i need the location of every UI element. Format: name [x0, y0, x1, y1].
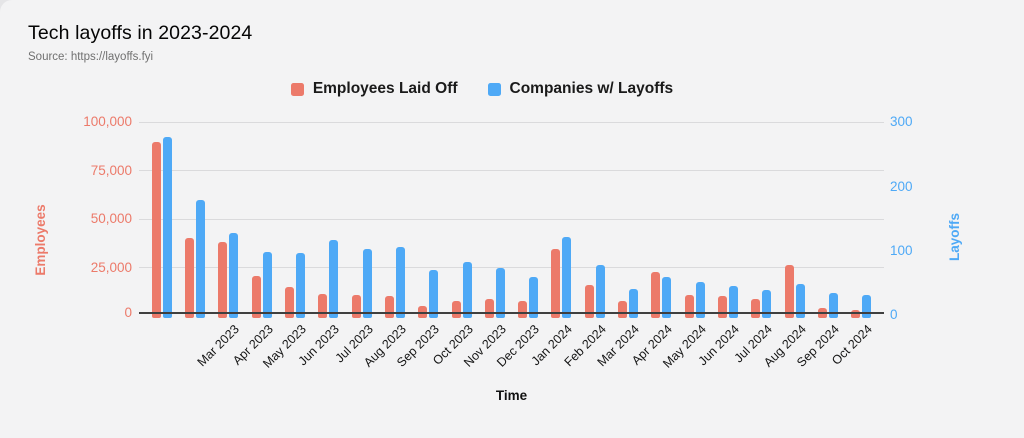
- bar-employees[interactable]: [351, 295, 361, 318]
- chart-card: Tech layoffs in 2023-2024 Source: https:…: [0, 0, 964, 403]
- bar-employees[interactable]: [151, 142, 161, 318]
- right-axis-tick-label: 100: [890, 243, 913, 259]
- bar-group: [845, 0, 878, 318]
- bar-companies[interactable]: [729, 285, 739, 318]
- bar-group: [478, 0, 511, 318]
- bar-employees[interactable]: [851, 310, 861, 318]
- bar-companies[interactable]: [695, 282, 705, 318]
- bar-employees[interactable]: [584, 285, 594, 318]
- bar-group: [578, 0, 611, 318]
- bar-group: [378, 0, 411, 318]
- chart-source: Source: https://layoffs.fyi: [28, 51, 154, 63]
- bar-group: [345, 0, 378, 318]
- bar-group: [611, 0, 644, 318]
- right-axis-tick-label: 300: [890, 114, 913, 129]
- right-axis-tick-label: 200: [890, 178, 913, 194]
- bar-group: [212, 0, 245, 318]
- bar-group: [678, 0, 711, 318]
- bar-companies[interactable]: [562, 237, 572, 318]
- bar-companies[interactable]: [462, 262, 472, 318]
- legend: Employees Laid Off Companies w/ Layoffs: [0, 80, 964, 98]
- bar-employees[interactable]: [651, 272, 661, 318]
- gridline: [139, 121, 884, 123]
- bar-companies[interactable]: [862, 294, 872, 318]
- gridline: [139, 267, 884, 268]
- bar-employees[interactable]: [784, 265, 794, 318]
- bar-group: [312, 0, 345, 318]
- bar-employees[interactable]: [284, 286, 294, 318]
- bar-group: [645, 0, 678, 318]
- left-axis-tick-label: 75,000: [90, 162, 132, 178]
- bar-employees[interactable]: [751, 298, 761, 318]
- bar-group: [145, 0, 178, 318]
- bar-companies[interactable]: [229, 233, 239, 318]
- left-axis-tick-label: 50,000: [90, 211, 132, 226]
- bar-employees[interactable]: [184, 238, 194, 318]
- bar-group: [445, 0, 478, 318]
- bar-employees[interactable]: [684, 294, 694, 318]
- employees-swatch-icon: [290, 82, 304, 96]
- bar-companies[interactable]: [162, 136, 172, 318]
- bar-group: [412, 0, 445, 318]
- bar-companies[interactable]: [295, 252, 305, 318]
- legend-item-employees[interactable]: Employees Laid Off: [290, 80, 458, 98]
- card-corner: [0, 0, 54, 12]
- bar-companies[interactable]: [629, 288, 639, 318]
- left-axis-tick-label: 25,000: [90, 259, 132, 275]
- bar-companies[interactable]: [195, 199, 205, 318]
- bar-employees[interactable]: [484, 299, 494, 318]
- gridline: [139, 170, 884, 171]
- bar-group: [745, 0, 778, 318]
- bar-companies[interactable]: [429, 270, 439, 318]
- left-axis-tick-label: 100,000: [83, 114, 132, 129]
- bar-companies[interactable]: [329, 240, 339, 318]
- legend-label: Employees Laid Off: [312, 80, 458, 97]
- bar-employees[interactable]: [618, 301, 628, 318]
- x-axis-line: [139, 312, 884, 314]
- bar-companies[interactable]: [662, 277, 672, 318]
- bar-group: [278, 0, 311, 318]
- bar-employees[interactable]: [384, 295, 394, 318]
- gridline: [139, 218, 884, 220]
- bar-companies[interactable]: [362, 248, 372, 318]
- bar-group: [545, 0, 578, 318]
- bar-employees[interactable]: [218, 242, 228, 318]
- bar-employees[interactable]: [518, 300, 528, 318]
- chart-title: Tech layoffs in 2023-2024: [28, 22, 253, 44]
- bar-companies[interactable]: [395, 247, 405, 318]
- x-axis-title: Time: [495, 388, 528, 403]
- companies-swatch-icon: [487, 82, 501, 96]
- legend-item-companies[interactable]: Companies w/ Layoffs: [487, 80, 674, 98]
- bar-employees[interactable]: [718, 296, 728, 318]
- bar-group: [711, 0, 744, 318]
- bar-companies[interactable]: [595, 264, 605, 318]
- bar-companies[interactable]: [829, 293, 839, 318]
- bar-group: [811, 0, 844, 318]
- bar-companies[interactable]: [262, 251, 272, 318]
- bar-employees[interactable]: [451, 300, 461, 318]
- bar-employees[interactable]: [251, 276, 261, 318]
- left-axis-tick-label: 0: [124, 305, 132, 320]
- bar-group: [512, 0, 545, 318]
- right-axis-tick-label: 0: [890, 307, 898, 322]
- bar-group: [778, 0, 811, 318]
- bar-employees[interactable]: [318, 293, 328, 318]
- bar-companies[interactable]: [495, 268, 505, 318]
- bar-companies[interactable]: [529, 277, 539, 318]
- legend-label: Companies w/ Layoffs: [509, 80, 674, 97]
- bar-employees[interactable]: [551, 249, 561, 318]
- bar-companies[interactable]: [795, 284, 805, 318]
- bar-group: [178, 0, 211, 318]
- bar-companies[interactable]: [762, 289, 772, 318]
- bar-group: [245, 0, 278, 318]
